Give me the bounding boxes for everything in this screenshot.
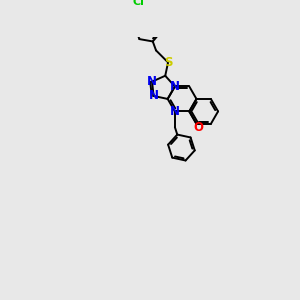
Text: S: S: [164, 56, 172, 69]
Text: O: O: [194, 121, 203, 134]
Text: Cl: Cl: [133, 0, 145, 7]
Text: N: N: [148, 89, 159, 102]
Text: N: N: [170, 105, 180, 118]
Text: N: N: [147, 75, 157, 88]
Text: N: N: [170, 80, 180, 93]
